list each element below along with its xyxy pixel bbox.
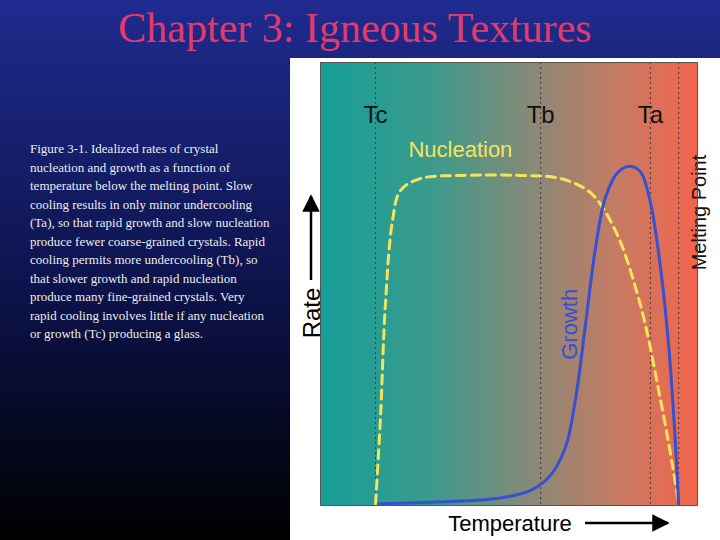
html-text:Chapter 3: Igneous Textures: Chapter 3: Igneous Textures	[118, 5, 592, 51]
svg-text:Growth: Growth	[557, 289, 582, 360]
svg-text:Tb: Tb	[527, 101, 555, 128]
svg-text:Tc: Tc	[364, 101, 388, 128]
svg-text:Rate: Rate	[298, 288, 325, 339]
svg-text:Melting Point: Melting Point	[688, 154, 710, 270]
html-text:Figure 3-1. Idealized rates of: Figure 3-1. Idealized rates of crystal n…	[30, 141, 270, 341]
svg-text:Ta: Ta	[638, 101, 664, 128]
svg-text:Nucleation: Nucleation	[408, 137, 512, 162]
svg-text:Temperature: Temperature	[448, 511, 572, 536]
